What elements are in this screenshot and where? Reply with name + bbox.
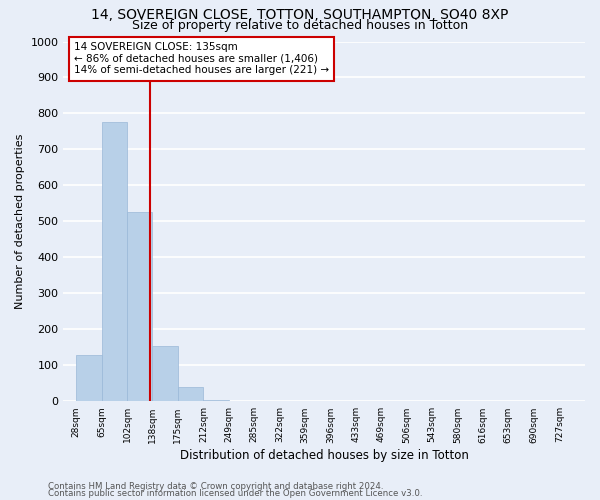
X-axis label: Distribution of detached houses by size in Totton: Distribution of detached houses by size … [180, 450, 469, 462]
Bar [76, 354, 102, 402]
Text: Size of property relative to detached houses in Totton: Size of property relative to detached ho… [132, 18, 468, 32]
Text: 14 SOVEREIGN CLOSE: 135sqm
← 86% of detached houses are smaller (1,406)
14% of s: 14 SOVEREIGN CLOSE: 135sqm ← 86% of deta… [74, 42, 329, 76]
Bar [152, 346, 178, 402]
Bar [127, 212, 152, 402]
Bar [203, 400, 229, 402]
Text: Contains public sector information licensed under the Open Government Licence v3: Contains public sector information licen… [48, 488, 422, 498]
Bar [178, 387, 203, 402]
Text: Contains HM Land Registry data © Crown copyright and database right 2024.: Contains HM Land Registry data © Crown c… [48, 482, 383, 491]
Bar [102, 122, 127, 402]
Y-axis label: Number of detached properties: Number of detached properties [15, 134, 25, 309]
Text: 14, SOVEREIGN CLOSE, TOTTON, SOUTHAMPTON, SO40 8XP: 14, SOVEREIGN CLOSE, TOTTON, SOUTHAMPTON… [91, 8, 509, 22]
